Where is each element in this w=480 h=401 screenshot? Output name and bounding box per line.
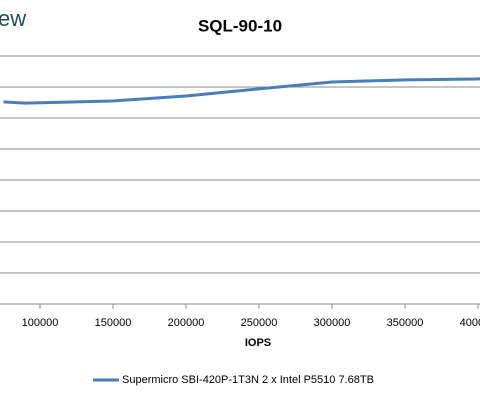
- x-tick-label: 300000: [314, 317, 351, 329]
- x-tick-label: 400000: [460, 317, 480, 329]
- x-tick-label: 350000: [387, 317, 424, 329]
- chart-title: SQL-90-10: [198, 16, 282, 35]
- legend-label: Supermicro SBI-420P-1T3N 2 x Intel P5510…: [122, 374, 374, 386]
- data-line: [3, 77, 480, 105]
- logo: ew: [0, 6, 26, 31]
- x-tick-label: 150000: [95, 317, 132, 329]
- x-tick-label: 100000: [22, 317, 59, 329]
- x-axis-label: IOPS: [245, 337, 271, 349]
- x-tick-label: 250000: [241, 317, 278, 329]
- x-tick-label: 200000: [168, 317, 205, 329]
